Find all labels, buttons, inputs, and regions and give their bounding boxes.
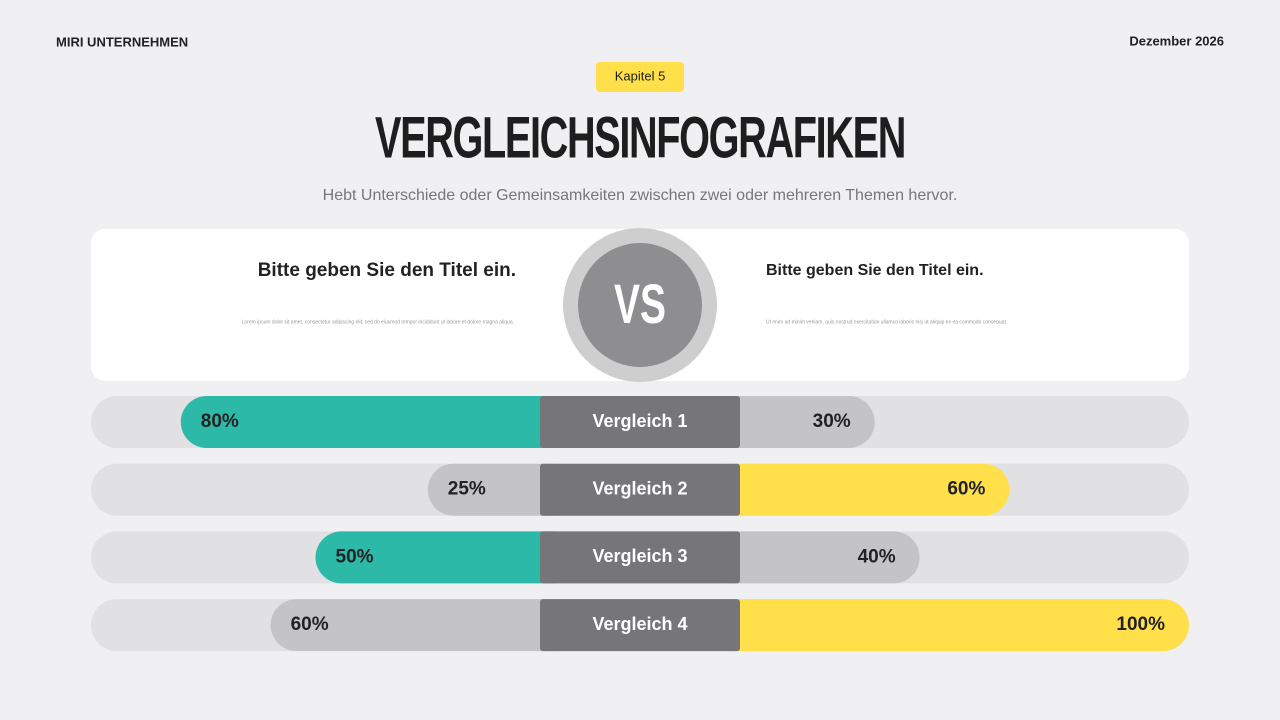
- company: MIRI UNTERNEHMEN: [56, 34, 188, 49]
- value-label: 100%: [1116, 614, 1165, 635]
- category-box: [540, 599, 740, 652]
- value-label: 40%: [858, 546, 896, 567]
- badge: Kapitel 5: [615, 68, 666, 83]
- value-label: 30%: [813, 411, 851, 432]
- value-label: 25%: [448, 479, 486, 500]
- date: Dezember 2026: [1129, 33, 1224, 48]
- vs: VS: [614, 272, 666, 335]
- category-label: Vergleich 2: [592, 478, 687, 498]
- subtitle: Hebt Unterschiede oder Gemeinsamkeiten z…: [323, 187, 958, 204]
- card-title: Bitte geben Sie den Titel ein.: [258, 260, 516, 281]
- badge-bg: [596, 62, 684, 92]
- bar: [315, 531, 580, 584]
- vs-circle: [578, 243, 702, 367]
- category-box: [540, 396, 740, 448]
- card-body: Ut enim ad minim veniam, quis nostrud ex…: [766, 319, 1007, 325]
- bar: [700, 531, 920, 584]
- bar: [180, 396, 581, 448]
- card-body: Lorem ipsum dolor sit amet, consectetur …: [242, 319, 514, 325]
- value-label: 50%: [336, 546, 374, 567]
- bar: [700, 599, 1189, 652]
- value-label: 80%: [201, 411, 239, 432]
- category-label: Vergleich 3: [592, 546, 687, 566]
- card-title: Bitte geben Sie den Titel ein.: [766, 262, 984, 279]
- bar: [700, 396, 875, 448]
- value-label: 60%: [947, 479, 985, 500]
- category-box: [540, 463, 740, 516]
- comparison-chart: 80% 30% Vergleich 1 25% 60% Vergleich 2 50% 40%…: [91, 396, 1189, 652]
- category-label: Vergleich 1: [592, 411, 687, 431]
- category-label: Vergleich 4: [592, 614, 687, 634]
- bar: [700, 463, 1010, 516]
- category-box: [540, 531, 740, 584]
- title: VERGLEICHSINFOGRAFIKEN: [375, 105, 905, 170]
- bar: [270, 599, 580, 652]
- value-label: 60%: [291, 614, 329, 635]
